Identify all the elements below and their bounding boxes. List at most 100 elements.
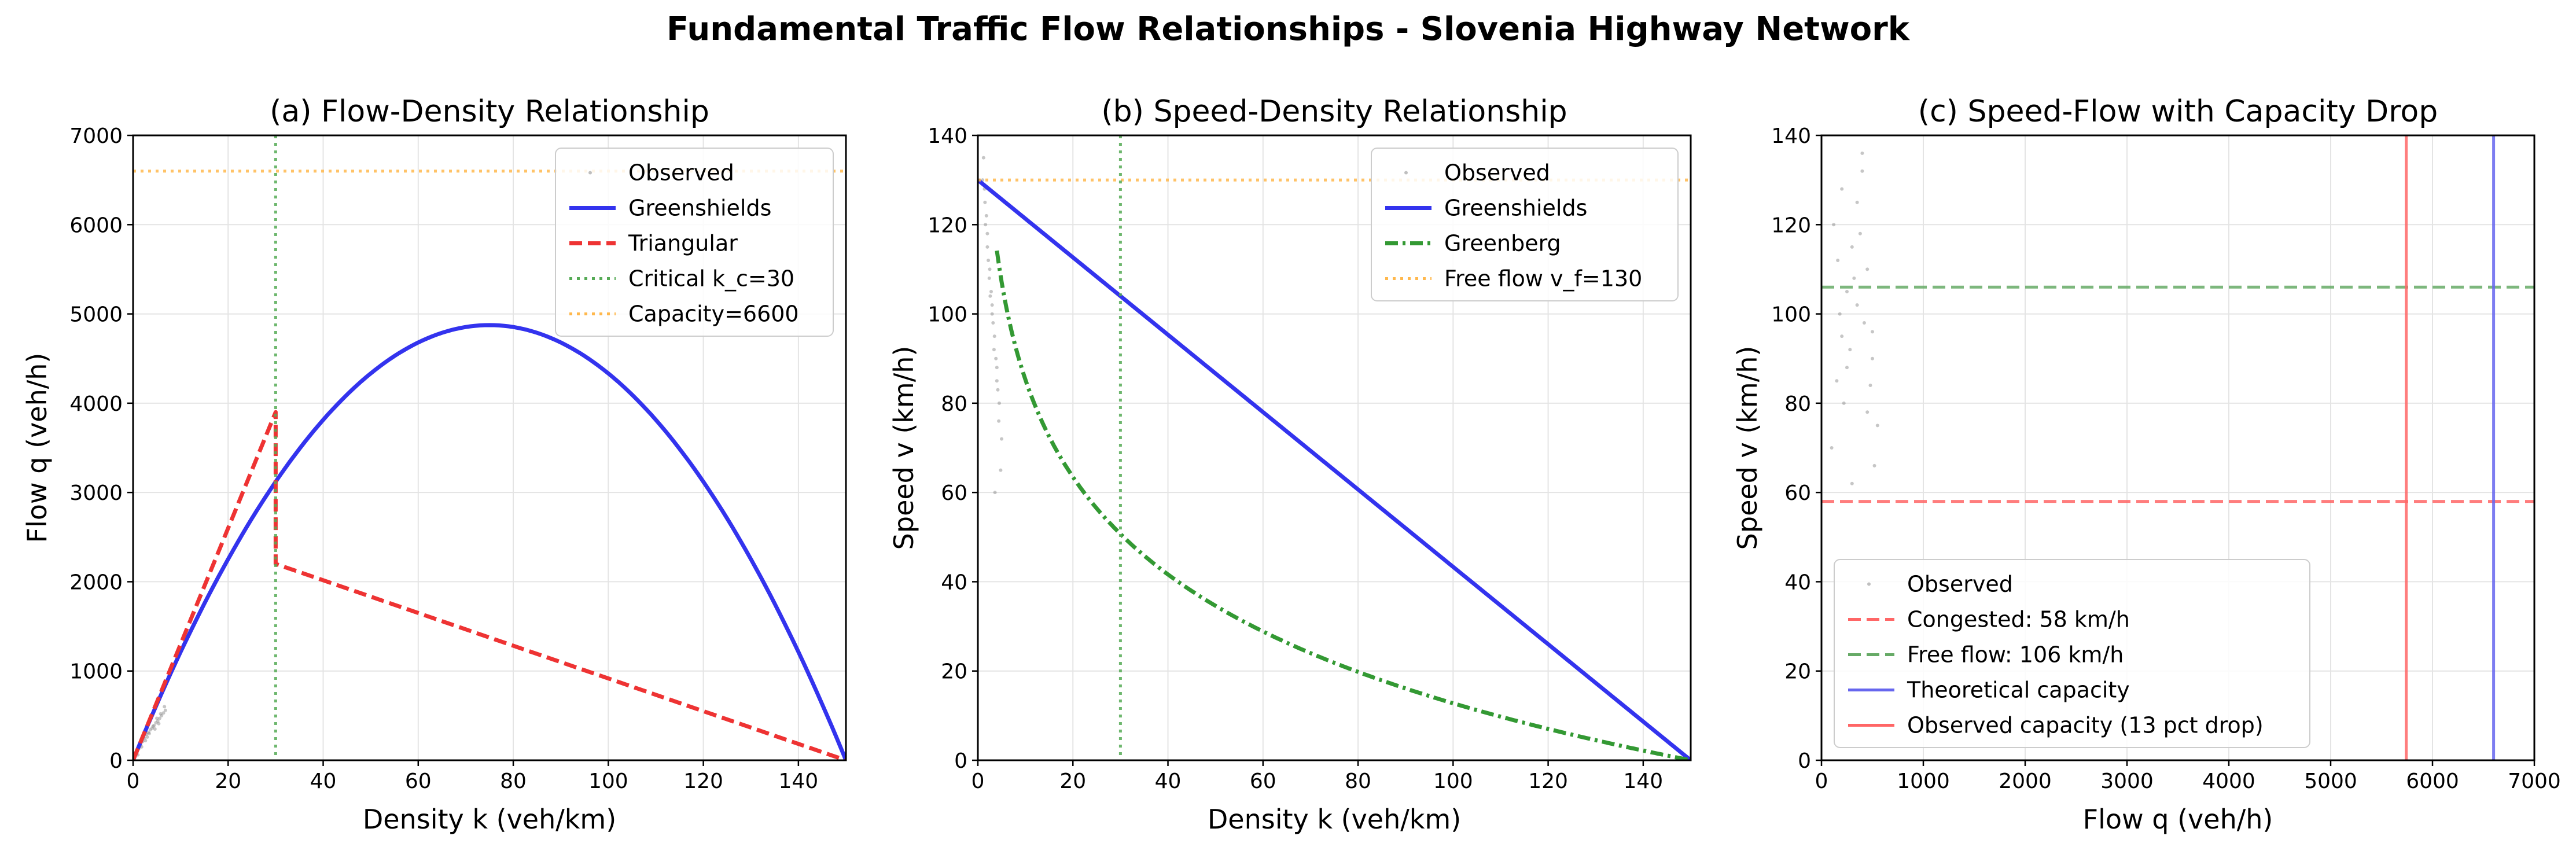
y-tick-label: 140 — [928, 124, 967, 148]
observed-point — [1838, 312, 1842, 316]
observed-point — [993, 491, 997, 495]
observed-point — [145, 735, 149, 739]
observed-point — [150, 726, 154, 730]
legend-label: Observed — [628, 160, 734, 186]
observed-point — [163, 705, 167, 709]
x-tick-label: 100 — [1433, 770, 1473, 793]
legend-label: Greenshields — [628, 196, 771, 221]
y-axis-label: Flow q (veh/h) — [21, 353, 53, 543]
observed-point — [155, 716, 159, 720]
observed-point — [988, 267, 992, 271]
observed-point — [147, 731, 151, 735]
series-line-1 — [133, 323, 846, 760]
observed-point — [1860, 151, 1864, 155]
axes-frame — [132, 134, 847, 761]
observed-point — [1000, 437, 1004, 441]
y-tick-label: 80 — [941, 392, 967, 416]
observed-point — [154, 721, 158, 725]
x-tick-label: 100 — [588, 770, 628, 793]
observed-point — [1852, 276, 1856, 280]
observed-point — [1862, 321, 1866, 325]
observed-point — [988, 294, 992, 298]
observed-point — [990, 312, 994, 316]
plot-area — [133, 135, 846, 760]
x-tick-label: 1000 — [1897, 770, 1950, 793]
x-tick-label: 80 — [1345, 770, 1371, 793]
y-tick-label: 5000 — [69, 303, 123, 327]
observed-point — [999, 468, 1003, 472]
observed-point — [985, 231, 989, 235]
legend-box — [555, 148, 834, 337]
legend-label: Observed — [1444, 160, 1550, 186]
y-tick-label: 0 — [954, 749, 967, 773]
observed-point — [1865, 410, 1870, 414]
observed-point — [992, 334, 996, 338]
y-tick-label: 2000 — [69, 570, 123, 594]
x-tick-label: 40 — [310, 770, 337, 793]
observed-point — [1850, 245, 1854, 249]
observed-point — [1848, 348, 1852, 352]
observed-point — [148, 728, 152, 732]
plot-area — [1821, 135, 2534, 760]
observed-point — [159, 712, 163, 716]
observed-point — [163, 708, 167, 712]
observed-point — [156, 719, 160, 723]
observed-point — [161, 711, 165, 715]
y-tick-label: 80 — [1784, 392, 1811, 416]
legend-label: Free flow: 106 km/h — [1907, 642, 2124, 668]
observed-point — [987, 276, 991, 280]
x-tick-label: 6000 — [2406, 770, 2459, 793]
panel-1 — [127, 134, 847, 766]
y-tick-label: 120 — [1771, 214, 1811, 237]
observed-point — [1872, 463, 1876, 468]
legend-label: Observed — [1907, 572, 2013, 597]
panel-title: (c) Speed-Flow with Capacity Drop — [1918, 94, 2438, 129]
x-tick-label: 0 — [971, 770, 985, 793]
observed-point — [984, 223, 988, 227]
observed-point — [1830, 446, 1834, 450]
y-tick-label: 140 — [1771, 124, 1811, 148]
y-tick-label: 40 — [941, 570, 967, 594]
legend-label: Congested: 58 km/h — [1907, 607, 2130, 632]
legend-label: Triangular — [628, 231, 738, 256]
legend-label: Theoretical capacity — [1907, 678, 2130, 703]
legend-label: Greenberg — [1444, 231, 1561, 256]
observed-point — [987, 259, 991, 262]
x-tick-label: 120 — [1528, 770, 1568, 793]
observed-point — [153, 727, 157, 731]
observed-point — [1860, 169, 1864, 173]
observed-point — [160, 713, 164, 717]
axes-frame — [1820, 134, 2535, 761]
x-axis-label: Flow q (veh/h) — [2083, 804, 2273, 835]
y-tick-label: 1000 — [69, 660, 123, 684]
x-tick-label: 140 — [1624, 770, 1664, 793]
x-tick-label: 80 — [500, 770, 527, 793]
figure-title: Fundamental Traffic Flow Relationships -… — [666, 10, 1910, 48]
axes-frame — [977, 134, 1692, 761]
series-line-1 — [978, 178, 1691, 760]
y-tick-label: 0 — [1798, 749, 1811, 773]
observed-point — [143, 739, 148, 743]
legend-label: Critical k_c=30 — [628, 266, 794, 292]
observed-point — [1858, 231, 1862, 235]
observed-point — [1845, 366, 1849, 370]
observed-point — [995, 366, 999, 370]
series-line-2 — [133, 410, 846, 760]
x-tick-label: 20 — [1059, 770, 1086, 793]
observed-point — [1865, 267, 1870, 271]
observed-point — [1840, 334, 1844, 338]
observed-point — [991, 321, 995, 325]
observed-point — [989, 290, 993, 293]
panel-title: (a) Flow-Density Relationship — [270, 94, 709, 129]
x-axis-label: Density k (veh/km) — [363, 804, 616, 835]
legend-label: Free flow v_f=130 — [1444, 266, 1642, 292]
legend-label: Observed capacity (13 pct drop) — [1907, 713, 2264, 738]
series-line-2 — [995, 250, 1691, 760]
legend-marker — [1867, 582, 1871, 586]
observed-point — [992, 348, 996, 352]
legend-box — [1834, 559, 2310, 748]
y-tick-label: 100 — [928, 303, 967, 327]
observed-point — [157, 722, 161, 726]
x-tick-label: 140 — [779, 770, 819, 793]
